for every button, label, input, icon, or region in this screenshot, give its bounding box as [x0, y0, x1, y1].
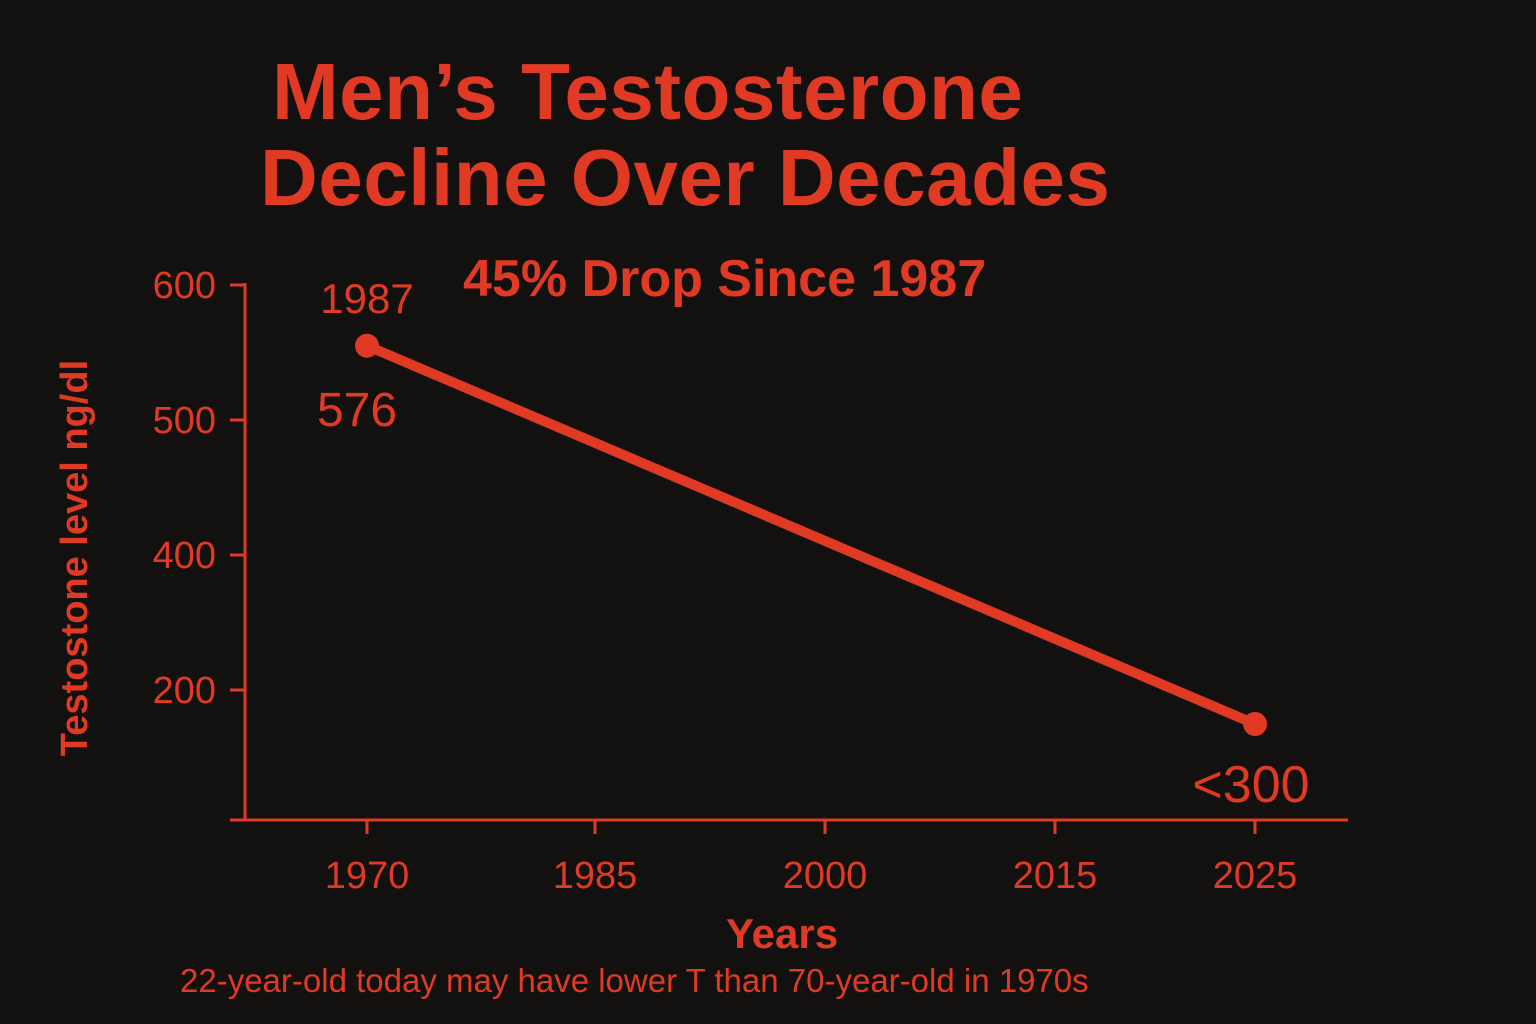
series-line: [362, 340, 1260, 729]
x-tick-label: 2015: [1013, 855, 1098, 897]
chart-title-line-1: Men’s Testosterone: [272, 47, 1024, 136]
chart-title-line-2: Decline Over Decades: [260, 133, 1111, 222]
data-label-top: 1987: [320, 275, 413, 322]
x-tick-label: 2000: [783, 855, 868, 897]
x-tick-label: 1970: [325, 855, 410, 897]
chart-footnote: 22-year-old today may have lower T than …: [180, 962, 1089, 999]
y-tick-label: 400: [153, 535, 216, 577]
x-axis-label: Years: [726, 910, 838, 957]
data-point: [355, 333, 379, 358]
data-label-value: 576: [317, 384, 397, 437]
y-tick-label: 200: [153, 670, 216, 712]
chart-subtitle: 45% Drop Since 1987: [463, 250, 987, 308]
data-point: [1243, 712, 1267, 736]
y-tick-label: 500: [153, 400, 216, 442]
y-tick-label: 600: [153, 265, 216, 307]
x-tick-label: 1985: [553, 855, 638, 897]
x-tick-label: 2025: [1213, 855, 1298, 897]
data-label-value: <300: [1192, 756, 1309, 814]
y-axis-label: Testostone level ng/dl: [54, 360, 96, 756]
